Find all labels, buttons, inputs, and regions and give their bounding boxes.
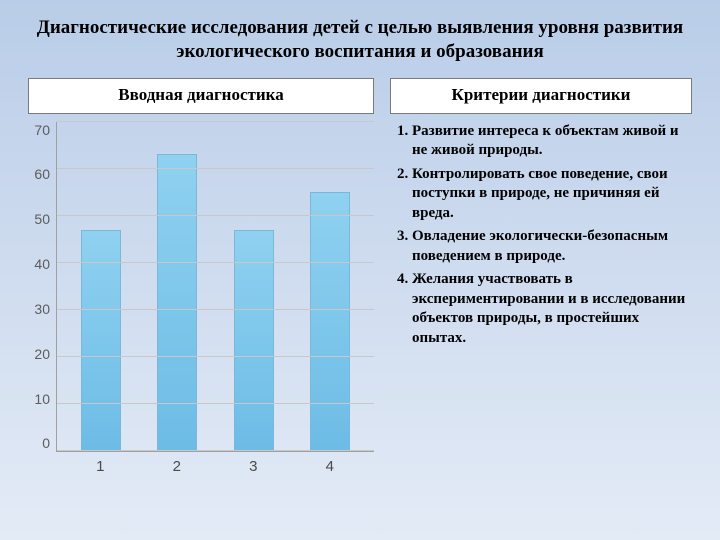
y-tick-label: 60 — [34, 166, 50, 182]
criteria-item: Развитие интереса к объектам живой и не … — [412, 122, 692, 161]
x-tick-label: 3 — [233, 458, 273, 475]
page-title: Диагностические исследования детей с цел… — [28, 16, 692, 64]
x-tick-label: 4 — [310, 458, 350, 475]
criteria-item: Желания участвовать в экспериментировани… — [412, 270, 692, 348]
chart-y-axis: 70 60 50 40 30 20 10 0 — [28, 122, 56, 452]
y-tick-label: 10 — [34, 391, 50, 407]
gridline — [57, 403, 374, 404]
gridline — [57, 168, 374, 169]
gridline — [57, 450, 374, 451]
right-box-header: Критерии диагностики — [390, 78, 692, 114]
chart-bar — [234, 230, 274, 451]
criteria-list: Развитие интереса к объектам живой и не … — [390, 122, 692, 349]
content-row: Вводная диагностика 70 60 50 40 30 20 10 0 1 2 3 4… — [28, 78, 692, 475]
y-tick-label: 0 — [42, 435, 50, 451]
y-tick-label: 40 — [34, 256, 50, 272]
y-tick-label: 70 — [34, 122, 50, 138]
right-column: Критерии диагностики Развитие интереса к… — [390, 78, 692, 475]
bar-chart: 70 60 50 40 30 20 10 0 — [28, 122, 374, 452]
gridline — [57, 215, 374, 216]
y-tick-label: 30 — [34, 301, 50, 317]
chart-plot-area — [56, 122, 374, 452]
chart-bars — [57, 122, 374, 451]
chart-bar — [157, 154, 197, 450]
chart-bar — [310, 192, 350, 451]
left-column: Вводная диагностика 70 60 50 40 30 20 10 0 1 2 3 4 — [28, 78, 374, 475]
chart-x-axis: 1 2 3 4 — [56, 452, 374, 475]
criteria-item: Овладение экологически-безопасным поведе… — [412, 227, 692, 266]
x-tick-label: 1 — [80, 458, 120, 475]
chart-bar — [81, 230, 121, 451]
gridline — [57, 356, 374, 357]
left-box-header: Вводная диагностика — [28, 78, 374, 114]
criteria-item: Контролировать свое поведение, свои пост… — [412, 165, 692, 224]
y-tick-label: 50 — [34, 211, 50, 227]
gridline — [57, 121, 374, 122]
y-tick-label: 20 — [34, 346, 50, 362]
x-tick-label: 2 — [157, 458, 197, 475]
gridline — [57, 262, 374, 263]
gridline — [57, 309, 374, 310]
